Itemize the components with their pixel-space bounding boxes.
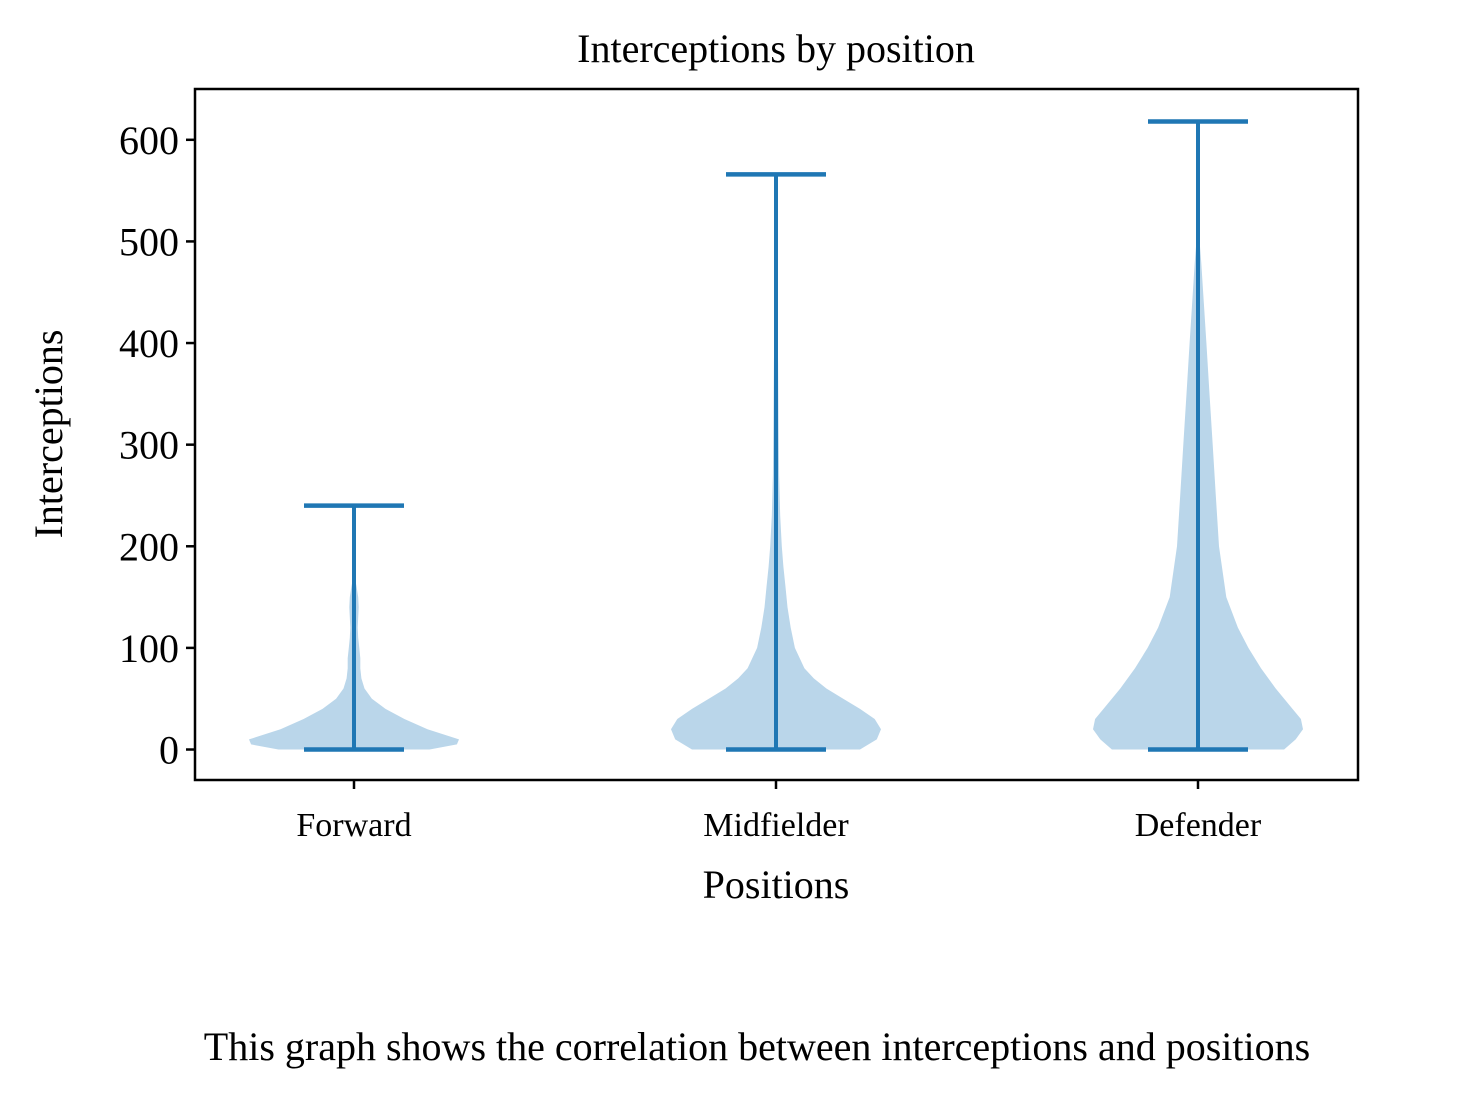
x-tick-label-defender: Defender	[1135, 807, 1262, 844]
x-axis-label: Positions	[703, 862, 850, 907]
x-axis: Forward Midfielder Defender	[296, 780, 1262, 844]
y-tick-label-600: 600	[119, 118, 179, 163]
y-tick-label-0: 0	[159, 728, 179, 773]
chart-caption: This graph shows the correlation between…	[204, 1024, 1310, 1069]
plot-frame	[193, 87, 1360, 782]
y-tick-label-200: 200	[119, 524, 179, 569]
y-tick-label-300: 300	[119, 423, 179, 468]
y-axis-label: Interceptions	[26, 330, 71, 539]
chart-title: Interceptions by position	[577, 26, 975, 71]
x-tick-label-forward: Forward	[296, 807, 411, 844]
y-tick-label-400: 400	[119, 321, 179, 366]
violins-group	[249, 119, 1303, 752]
y-tick-label-500: 500	[119, 219, 179, 264]
x-tick-label-midfielder: Midfielder	[703, 807, 849, 844]
y-axis: 0 100 200 300 400 500 600	[119, 118, 195, 773]
y-tick-label-100: 100	[119, 626, 179, 671]
